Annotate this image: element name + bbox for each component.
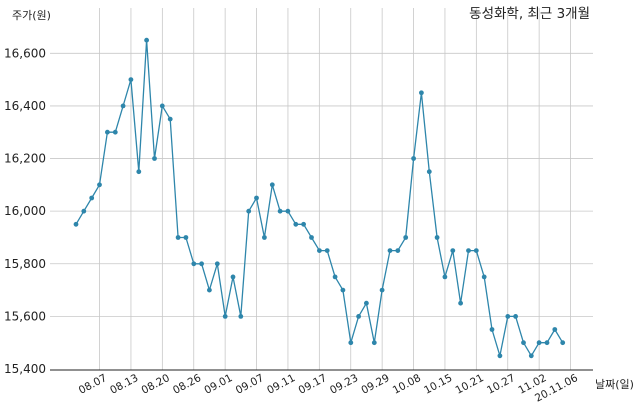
price-point (481, 274, 487, 280)
price-point (458, 300, 463, 306)
price-point (521, 340, 526, 346)
price-point (285, 208, 291, 214)
y-tick-label: 15,400 (4, 362, 46, 376)
price-point (450, 248, 456, 254)
price-point (136, 169, 142, 175)
price-point (97, 182, 102, 188)
price-point (246, 208, 252, 214)
price-point (159, 103, 165, 109)
y-axis-label: 주가(원) (12, 9, 51, 22)
price-point (536, 340, 542, 346)
price-point (466, 248, 471, 254)
price-point (175, 235, 181, 240)
price-point (191, 261, 197, 267)
price-point (262, 235, 267, 240)
grid (50, 8, 593, 370)
price-point (144, 37, 150, 43)
price-point (489, 327, 495, 332)
price-point (379, 287, 385, 293)
price-point (348, 340, 354, 346)
price-point (230, 274, 236, 280)
price-point (324, 248, 330, 254)
price-point (277, 208, 283, 214)
price-point (128, 77, 134, 82)
price-point (497, 353, 503, 359)
price-point (317, 248, 322, 254)
price-point (395, 248, 401, 254)
price-point (411, 156, 416, 161)
price-point (254, 195, 259, 201)
price-point (371, 340, 377, 346)
x-tick-label: 08.13 (108, 372, 140, 397)
price-point (301, 221, 306, 227)
x-tick-label: 09.07 (234, 372, 266, 397)
x-tick-label: 09.17 (297, 372, 329, 397)
price-point (73, 221, 79, 227)
price-point (513, 314, 518, 319)
price-point (473, 248, 479, 254)
price-point (332, 274, 338, 280)
x-axis-label: 날짜(일) (595, 377, 634, 391)
price-point (152, 156, 157, 161)
x-tick-label: 10.08 (391, 372, 423, 397)
x-tick-label: 08.20 (140, 372, 172, 397)
price-point (403, 235, 409, 240)
y-tick-label: 15,600 (4, 309, 46, 323)
y-tick-label: 15,800 (4, 257, 46, 271)
price-point (387, 248, 393, 254)
x-tick-label: 09.01 (202, 372, 234, 397)
x-tick-label: 09.11 (265, 372, 297, 397)
y-tick-label: 16,400 (4, 99, 46, 113)
x-tick-label: 10.15 (422, 372, 454, 397)
price-series (73, 37, 566, 359)
chart-title: 동성화학, 최근 3개월 (469, 6, 590, 22)
price-point (199, 261, 205, 267)
x-tick-label: 10.21 (454, 372, 486, 397)
x-tick-label: 08.07 (77, 372, 109, 397)
price-point (105, 129, 110, 135)
y-tick-labels: 15,400 15,600 15,800 16,000 16,200 16,400 16,6… (4, 46, 46, 376)
price-point (89, 195, 95, 201)
x-tick-label: 09.23 (328, 372, 360, 397)
price-point (183, 235, 189, 240)
price-point (207, 287, 212, 293)
price-point (364, 300, 369, 306)
price-point (528, 353, 534, 359)
price-point (269, 182, 275, 188)
price-point (120, 103, 126, 109)
price-point (442, 274, 448, 280)
price-point (434, 235, 440, 240)
price-point (340, 287, 346, 293)
price-point (238, 314, 244, 319)
price-point (560, 340, 566, 346)
y-tick-label: 16,600 (4, 46, 46, 60)
x-tick-label: 08.26 (171, 372, 203, 397)
price-point (222, 314, 228, 319)
x-tick-labels: 08.07 08.13 08.20 08.26 09.01 09.07 09.11 09.17… (77, 372, 580, 405)
price-point (112, 129, 118, 135)
x-tick-label: 10.27 (485, 372, 517, 397)
price-point (544, 340, 550, 346)
price-point (356, 314, 361, 319)
price-point (426, 169, 432, 175)
price-point (505, 314, 511, 319)
price-point (309, 235, 314, 240)
x-tick-label: 09.29 (359, 372, 391, 397)
price-point (81, 208, 87, 214)
price-point (214, 261, 220, 267)
price-point (419, 90, 424, 96)
price-point (167, 116, 173, 122)
y-tick-label: 16,200 (4, 152, 46, 166)
price-point (293, 221, 299, 227)
price-point (552, 327, 558, 332)
y-tick-label: 16,000 (4, 204, 46, 218)
